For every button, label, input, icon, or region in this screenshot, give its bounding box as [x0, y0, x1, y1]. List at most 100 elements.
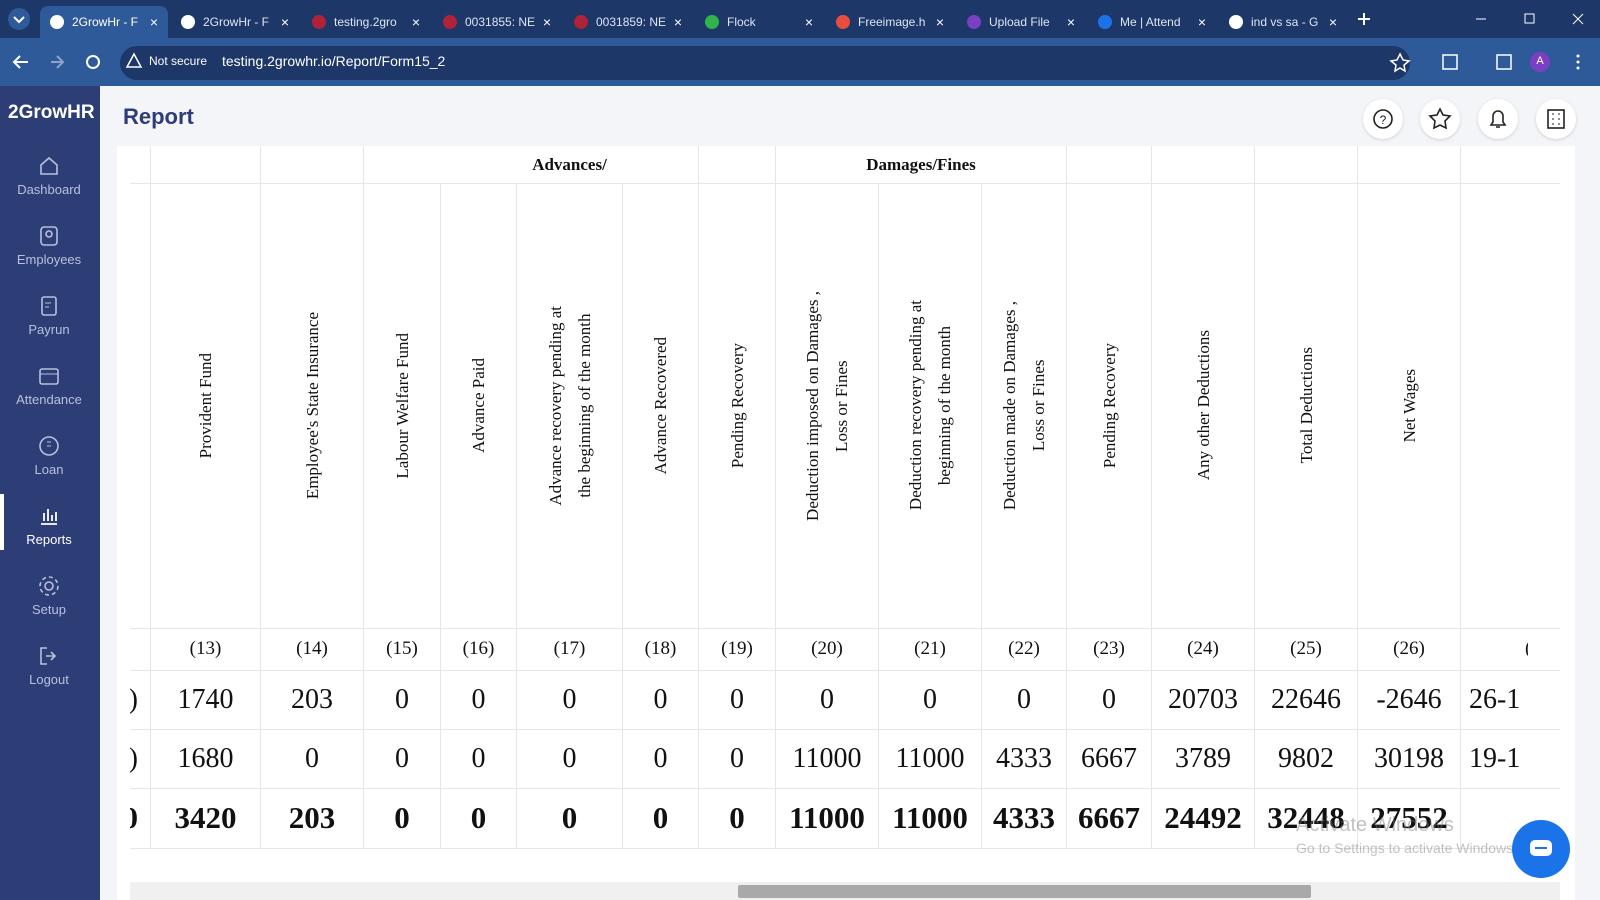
logo[interactable]: 2GrowHR	[8, 102, 95, 123]
chat-button[interactable]	[1512, 820, 1570, 878]
column-header-line: Pending Recovery	[727, 342, 747, 469]
help-button[interactable]: ?	[1363, 99, 1403, 139]
nav-item[interactable]: Payrun	[0, 286, 98, 348]
column-header-text: Any other Deductions	[1189, 330, 1218, 480]
data-cell: 0	[363, 670, 440, 729]
column-number: (14)	[260, 628, 363, 670]
column-header-line: Labour Welfare Fund	[392, 332, 412, 479]
grid-line	[1460, 183, 1461, 848]
company-button[interactable]	[1536, 99, 1576, 139]
partial-cell: )	[128, 683, 138, 715]
tab-strip	[0, 0, 1600, 38]
grid-line	[130, 183, 1560, 184]
browser-tab[interactable]: 0031859: NE ×	[564, 6, 692, 38]
nav-item[interactable]: Logout	[0, 636, 98, 698]
tab-close[interactable]: ×	[804, 14, 813, 30]
security-label: Not secure	[149, 54, 208, 68]
tab-favicon	[1229, 15, 1243, 29]
browser-tab[interactable]: 2GrowHr - F ×	[40, 6, 168, 38]
column-header: Provident Fund	[150, 183, 260, 628]
table-card	[117, 146, 1575, 900]
browser-tab[interactable]: Freeimage.h ×	[826, 6, 954, 38]
column-header-line: the beginning of the month	[574, 313, 594, 498]
column-header-text: Labour Welfare Fund	[388, 333, 417, 479]
grid-line	[130, 670, 1560, 671]
column-number: (19)	[698, 628, 775, 670]
column-header-line: Deduction made on Damages ,	[1000, 300, 1019, 511]
grid-line	[130, 848, 1560, 849]
browser-tab[interactable]: testing.2gro ×	[302, 6, 430, 38]
profile[interactable]: A	[1536, 55, 1544, 67]
tab-close[interactable]: ×	[1197, 14, 1206, 30]
url[interactable]: testing.2growhr.io/Report/Form15_2	[222, 53, 446, 69]
data-cell: 22646	[1254, 670, 1357, 729]
column-header-line: Pending Recovery	[1099, 342, 1119, 469]
total-cell: 0	[698, 788, 775, 848]
tab-favicon	[312, 15, 326, 29]
column-header-text: Advance Recovered	[646, 337, 675, 474]
browser-tab[interactable]: Flock ×	[695, 6, 823, 38]
nav-icon	[40, 226, 58, 246]
scrollbar-thumb[interactable]	[738, 885, 1311, 898]
grid-line	[150, 146, 151, 183]
watermark-title: Activate Windows	[1296, 814, 1454, 836]
nav-icon	[40, 647, 57, 665]
address-bar[interactable]	[120, 46, 1410, 80]
tab-close[interactable]: ×	[542, 14, 551, 30]
nav-label: Logout	[29, 672, 69, 687]
tab-close[interactable]: ×	[149, 14, 158, 30]
tab-close[interactable]: ×	[935, 14, 944, 30]
data-cell: 1740	[150, 670, 260, 729]
nav-item[interactable]: Employees	[0, 216, 98, 278]
nav-icon	[41, 296, 57, 316]
nav-item[interactable]: Attendance	[0, 356, 98, 418]
nav-label: Dashboard	[17, 182, 81, 197]
browser-tab[interactable]: Upload File ×	[957, 6, 1085, 38]
data-cell: 0	[981, 670, 1066, 729]
browser-tab[interactable]: ind vs sa - G ×	[1219, 6, 1347, 38]
nav-item[interactable]: Loan	[0, 426, 98, 488]
browser-tab[interactable]: Me | Attend ×	[1088, 6, 1216, 38]
watermark-text: Go to Settings to activate Windows.	[1296, 840, 1517, 856]
column-number: (25)	[1254, 628, 1357, 670]
tab-close[interactable]: ×	[1066, 14, 1075, 30]
partial-cell: 26-1	[1460, 670, 1528, 729]
nav-item[interactable]: Reports	[0, 494, 98, 558]
nav-icon	[39, 368, 59, 385]
column-number: (21)	[878, 628, 981, 670]
svg-text:?: ?	[1380, 113, 1387, 127]
favorite-button[interactable]	[1420, 99, 1460, 139]
sidebar	[0, 86, 100, 900]
column-header-line: Loss or Fines	[832, 359, 851, 452]
data-cell: 0	[516, 670, 622, 729]
active-indicator	[0, 494, 4, 550]
tab-favicon	[181, 15, 195, 29]
browser-tab[interactable]: 0031855: NE ×	[433, 6, 561, 38]
nav-label: Reports	[26, 532, 72, 547]
tab-close[interactable]: ×	[673, 14, 682, 30]
tab-close[interactable]: ×	[411, 14, 420, 30]
nav-icon	[39, 576, 59, 596]
column-header-line: Deduction imposed on Damages ,	[803, 290, 822, 521]
total-cell: 11000	[878, 788, 981, 848]
nav-item[interactable]: Dashboard	[0, 146, 98, 208]
column-number: (23)	[1066, 628, 1151, 670]
grid-line	[698, 146, 699, 183]
column-number: (24)	[1151, 628, 1254, 670]
tab-favicon	[574, 15, 588, 29]
tab-close[interactable]: ×	[280, 14, 289, 30]
column-header: Pending Recovery	[1066, 183, 1151, 628]
data-cell: 203	[260, 670, 363, 729]
notification-button[interactable]	[1478, 99, 1518, 139]
column-number: (18)	[622, 628, 698, 670]
column-header-text: Advance recovery pending at the beginning…	[541, 306, 599, 506]
total-cell: 0	[440, 788, 516, 848]
nav-icon	[39, 436, 59, 456]
nav-icon	[41, 509, 57, 525]
tab-close[interactable]: ×	[1328, 14, 1337, 30]
page-header	[100, 86, 1600, 146]
nav-item[interactable]: Setup	[0, 566, 98, 628]
browser-tab[interactable]: 2GrowHr - F ×	[171, 6, 299, 38]
column-number: (15)	[363, 628, 440, 670]
column-header-line: Total Deductions	[1296, 347, 1316, 464]
